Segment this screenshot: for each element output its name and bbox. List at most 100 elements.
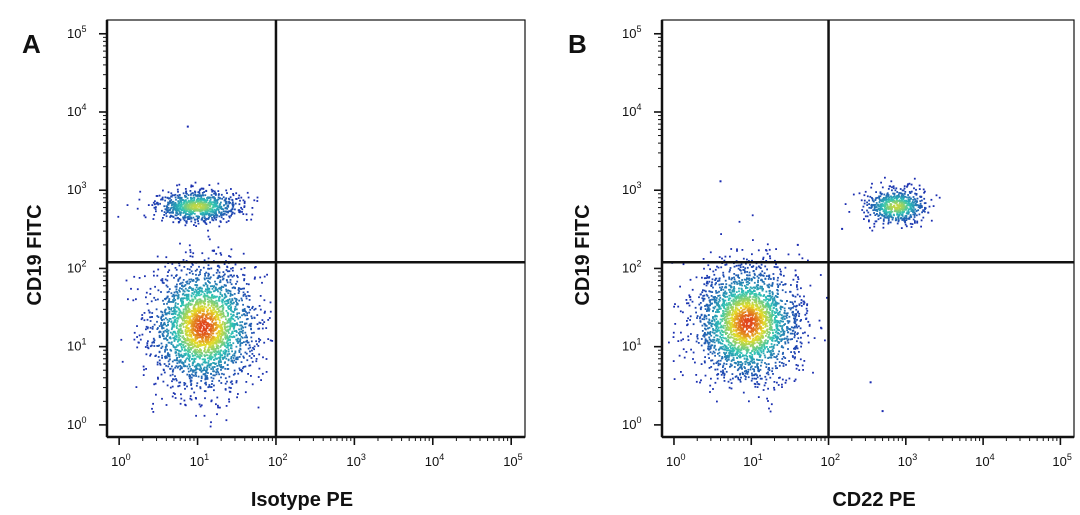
event-dot bbox=[771, 293, 774, 296]
event-dot bbox=[191, 338, 194, 340]
event-dot bbox=[749, 337, 752, 340]
event-dot bbox=[727, 336, 730, 339]
event-dot bbox=[219, 291, 222, 294]
event-dot bbox=[189, 380, 192, 383]
event-dot bbox=[745, 262, 747, 265]
event-dot bbox=[215, 218, 217, 221]
event-dot bbox=[179, 206, 182, 209]
event-dot bbox=[234, 306, 237, 308]
event-dot bbox=[781, 358, 784, 360]
event-dot bbox=[800, 299, 803, 301]
event-dot bbox=[186, 204, 189, 207]
event-dot bbox=[193, 218, 196, 221]
event-dot bbox=[159, 362, 161, 365]
event-dot bbox=[723, 291, 726, 294]
event-dot bbox=[201, 324, 204, 327]
event-dot bbox=[720, 373, 723, 376]
event-dot bbox=[177, 385, 180, 388]
event-dot bbox=[221, 313, 224, 315]
event-dot bbox=[175, 322, 178, 324]
event-dot bbox=[205, 208, 207, 211]
event-dot bbox=[761, 322, 764, 325]
event-dot bbox=[213, 192, 215, 195]
event-dot bbox=[226, 265, 228, 268]
event-dot bbox=[219, 406, 221, 409]
event-dot bbox=[235, 308, 238, 311]
event-dot bbox=[189, 355, 191, 358]
event-dot bbox=[726, 295, 729, 298]
event-dot bbox=[785, 379, 788, 382]
event-dot bbox=[180, 346, 183, 349]
event-dot bbox=[233, 301, 235, 304]
event-dot bbox=[206, 340, 209, 343]
event-dot bbox=[229, 303, 232, 306]
event-dot bbox=[768, 316, 771, 319]
event-dot bbox=[176, 188, 179, 191]
event-dot bbox=[230, 210, 233, 213]
event-dot bbox=[745, 376, 747, 378]
event-dot bbox=[147, 309, 150, 312]
event-dot bbox=[696, 317, 698, 319]
event-dot bbox=[261, 372, 264, 375]
event-dot bbox=[223, 300, 226, 303]
event-dot bbox=[746, 271, 748, 273]
event-dot bbox=[767, 331, 770, 334]
event-dot bbox=[154, 355, 157, 357]
event-dot bbox=[187, 311, 190, 314]
event-dot bbox=[787, 322, 790, 324]
event-dot bbox=[228, 198, 231, 201]
event-dot bbox=[740, 318, 743, 320]
event-dot bbox=[153, 214, 156, 216]
event-dot bbox=[190, 336, 193, 338]
event-dot bbox=[725, 370, 728, 373]
event-dot bbox=[189, 206, 192, 208]
event-dot bbox=[153, 323, 156, 326]
event-dot bbox=[737, 267, 740, 270]
event-dot bbox=[222, 214, 224, 216]
event-dot bbox=[206, 309, 209, 311]
event-dot bbox=[163, 205, 166, 208]
event-dot bbox=[215, 212, 217, 215]
event-dot bbox=[213, 389, 215, 392]
event-dot bbox=[768, 407, 770, 410]
event-dot bbox=[179, 196, 182, 199]
event-dot bbox=[180, 343, 182, 345]
event-dot bbox=[796, 286, 798, 288]
event-dot bbox=[206, 292, 209, 295]
event-dot bbox=[717, 359, 720, 362]
event-dot bbox=[152, 340, 155, 343]
event-dot bbox=[207, 218, 210, 220]
event-dot bbox=[192, 194, 195, 197]
event-dot bbox=[262, 356, 264, 359]
event-dot bbox=[156, 255, 159, 258]
event-dot bbox=[228, 400, 231, 403]
event-dot bbox=[213, 351, 216, 354]
event-dot bbox=[153, 203, 156, 206]
event-dot bbox=[200, 336, 202, 338]
event-dot bbox=[772, 298, 774, 300]
event-dot bbox=[245, 283, 248, 285]
event-dot bbox=[725, 302, 728, 305]
event-dot bbox=[794, 315, 797, 318]
event-dot bbox=[182, 302, 184, 304]
event-dot bbox=[168, 299, 170, 302]
event-dot bbox=[164, 265, 167, 268]
event-dot bbox=[233, 323, 235, 325]
event-dot bbox=[217, 371, 220, 374]
event-dot bbox=[245, 340, 247, 343]
event-dot bbox=[774, 365, 777, 367]
event-dot bbox=[768, 328, 771, 330]
event-dot bbox=[203, 292, 206, 295]
event-dot bbox=[803, 360, 806, 362]
event-dot bbox=[208, 323, 211, 326]
event-dot bbox=[744, 303, 747, 305]
event-dot bbox=[208, 238, 211, 241]
event-dot bbox=[185, 206, 187, 208]
event-dot bbox=[200, 326, 202, 329]
event-dot bbox=[181, 322, 184, 325]
event-dot bbox=[718, 329, 721, 332]
event-dot bbox=[191, 344, 193, 346]
event-dot bbox=[139, 338, 142, 341]
event-dot bbox=[700, 338, 703, 340]
event-dot bbox=[224, 334, 227, 337]
